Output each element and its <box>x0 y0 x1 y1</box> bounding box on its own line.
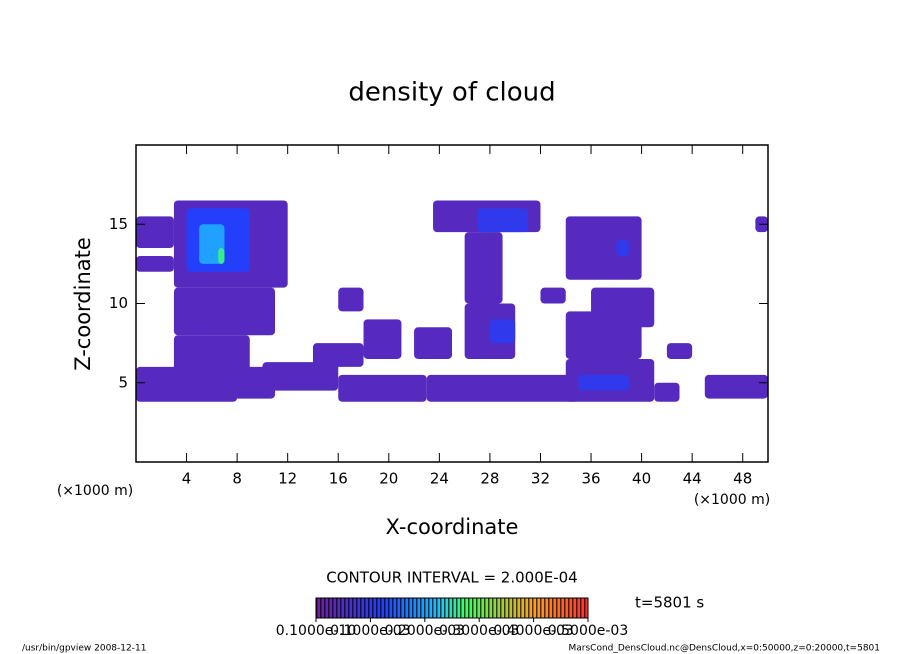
footer: /usr/bin/gpview 2008-12-11 <box>22 644 146 654</box>
x-tick-label: 12 <box>278 470 297 488</box>
colorbar-tick-label: 0.3000e-03 <box>439 623 519 639</box>
y-tick-label: 10 <box>109 294 128 312</box>
contour-cell <box>616 240 629 256</box>
x-tick-label: 44 <box>683 470 702 488</box>
y-tick-label: 5 <box>118 373 128 391</box>
x-tick-label: 48 <box>733 470 752 488</box>
x-tick-label: 20 <box>379 470 398 488</box>
colorbar-tick-label: 0.2000e-03 <box>385 623 465 639</box>
contour-cell <box>338 287 364 312</box>
x-tick-label: 32 <box>531 470 550 488</box>
contour-cell <box>565 216 642 280</box>
y-tick-label: 15 <box>109 215 128 233</box>
colorbar-frame <box>315 597 589 619</box>
chart-title: density of cloud <box>348 78 555 108</box>
x-unit-label: (×1000 m) <box>694 492 770 508</box>
colorbar-tick-label: 0.1000e-10 <box>276 623 356 639</box>
contour-cell <box>591 287 655 328</box>
contour-cell <box>489 319 516 344</box>
contour-cell <box>173 287 276 336</box>
contour-cell <box>363 319 402 359</box>
y-axis-label: Z-coordinate <box>71 237 95 371</box>
contour-cell <box>136 382 238 402</box>
x-axis-label: X-coordinate <box>386 515 519 539</box>
x-tick-label: 8 <box>232 470 242 488</box>
contour-cell <box>578 374 629 391</box>
plot-area <box>136 200 768 402</box>
x-tick-label: 16 <box>329 470 348 488</box>
time-label: t=5801 s <box>635 594 704 612</box>
contour-cell <box>426 374 579 402</box>
contour-cell <box>338 374 427 402</box>
contour-cell <box>312 343 364 367</box>
contour-cell <box>414 327 452 359</box>
x-unit-label: (×1000 m) <box>57 483 133 499</box>
contour-cell <box>262 362 339 391</box>
colorbar-tick-label: 0.4000e-03 <box>493 623 573 639</box>
x-tick-label: 4 <box>182 470 192 488</box>
x-tick-label: 24 <box>430 470 449 488</box>
contour-cell <box>173 335 250 375</box>
x-tick-label: 36 <box>581 470 600 488</box>
contour-interval: CONTOUR INTERVAL = 2.000E-04 <box>326 569 577 587</box>
contour-cell <box>666 343 693 359</box>
contour-cell <box>704 374 768 399</box>
contour-cell <box>464 232 503 304</box>
contour-cell <box>540 287 566 304</box>
contour-cell <box>136 255 174 272</box>
contour-cell <box>477 208 528 233</box>
colorbar-tick-label: 0.5000e-03 <box>548 623 628 639</box>
x-tick-label: 28 <box>480 470 499 488</box>
contour-cell <box>136 216 174 249</box>
contour-cell <box>654 382 680 402</box>
colorbar-tick-label: 0.1000e-03 <box>330 623 410 639</box>
footer: MarsCond_DensCloud.nc@DensCloud,x=0:5000… <box>569 644 881 654</box>
x-tick-label: 40 <box>632 470 651 488</box>
contour-cell <box>218 248 225 264</box>
